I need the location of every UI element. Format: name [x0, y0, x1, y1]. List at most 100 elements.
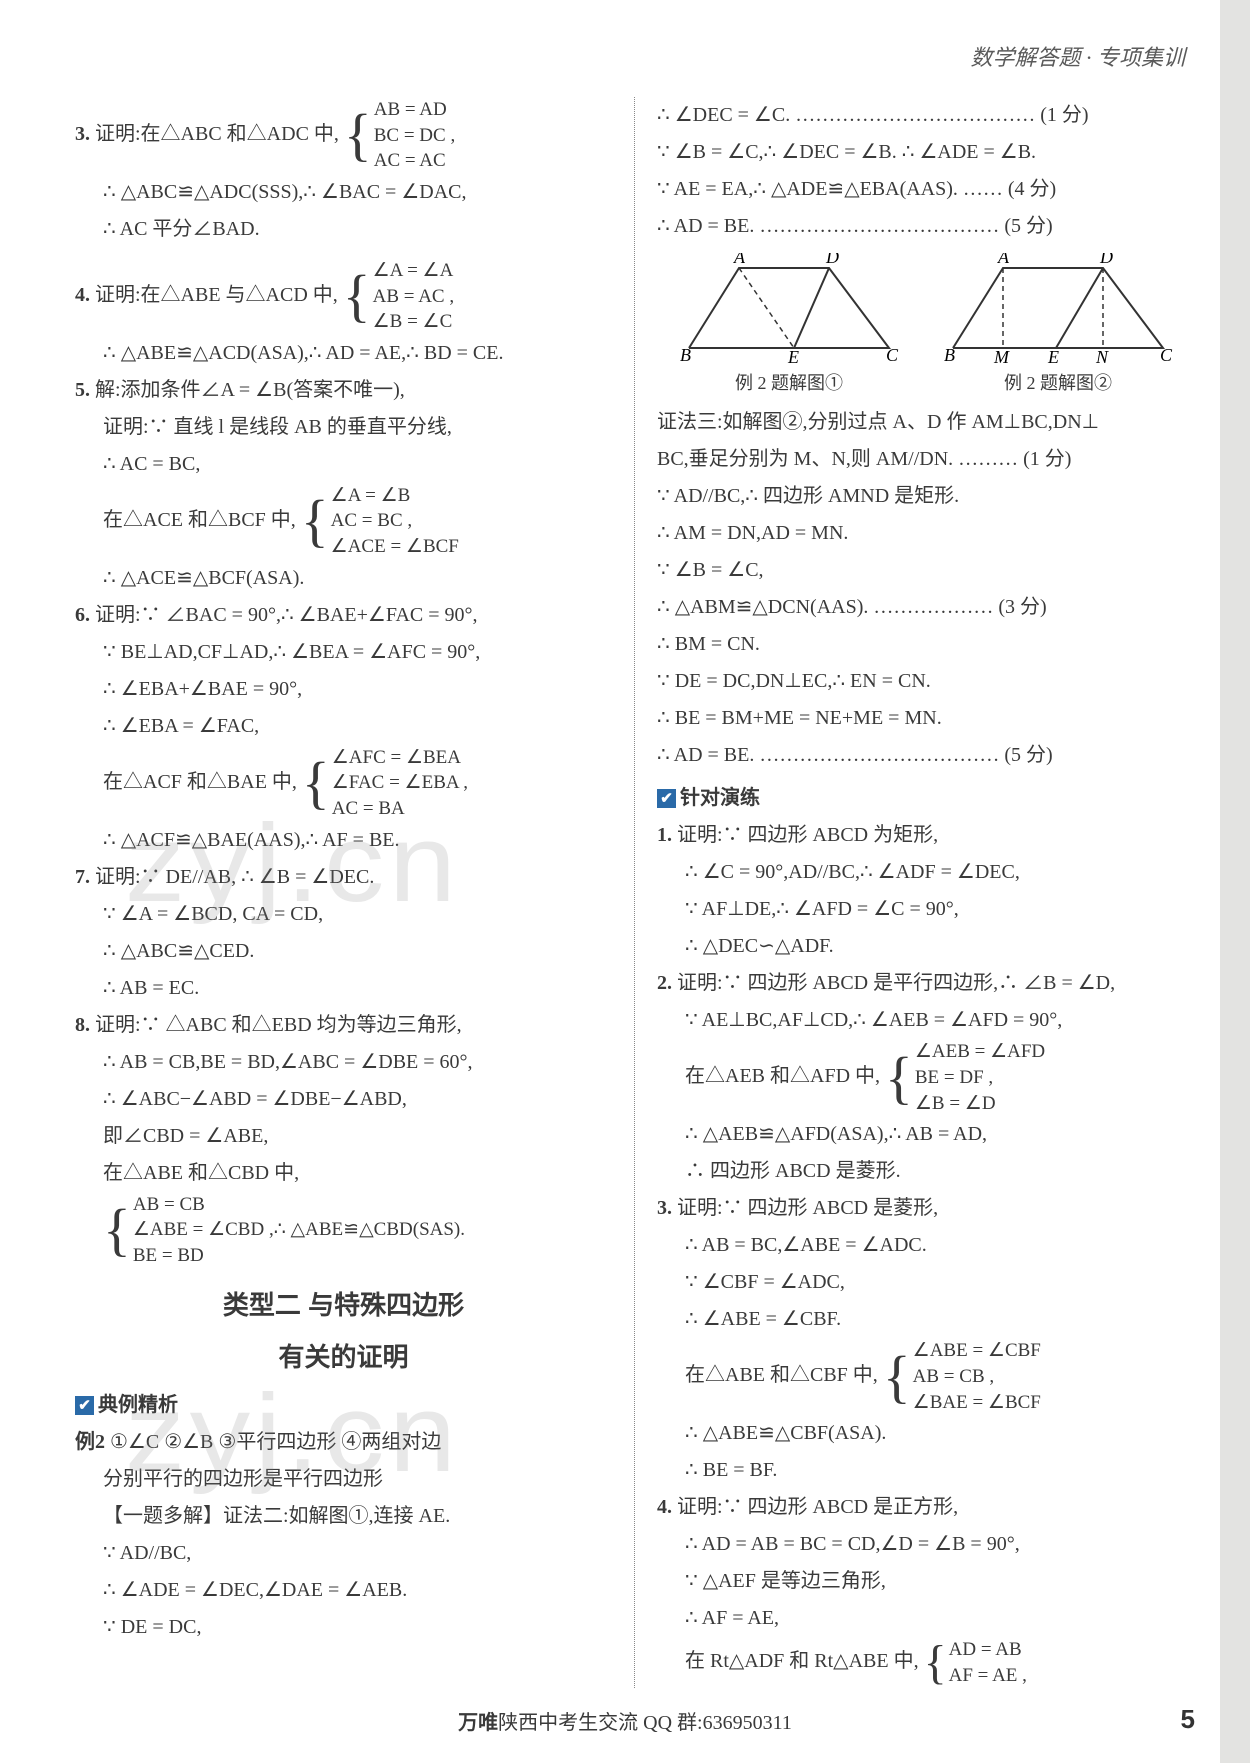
brace-group: { AB = AD BC = DC , AC = AC — [344, 97, 455, 174]
text: ∵ △AEF 是等边三角形, — [657, 1563, 1195, 1600]
figure-caption: 例 2 题解图① — [735, 373, 843, 393]
left-brace-icon: { — [302, 770, 330, 796]
footer-text: 陕西中考生交流 QQ 群:636950311 — [498, 1712, 792, 1734]
brace-item: ∠B = ∠D — [915, 1091, 1045, 1117]
brace-line: 在△ACE 和△BCF 中, { ∠A = ∠B AC = BC , ∠ACE … — [75, 483, 612, 560]
text: ∴ 四边形 ABCD 是菱形. — [657, 1153, 1195, 1190]
svg-text:A: A — [733, 253, 746, 267]
text: ∴ △AEB≌△AFD(ASA),∴ AB = AD, — [657, 1116, 1195, 1153]
text: ∵ ∠B = ∠C,∴ ∠DEC = ∠B. ∴ ∠ADE = ∠B. — [657, 134, 1195, 171]
brace-line: 在△ABE 和△CBF 中, { ∠ABE = ∠CBF AB = CB , ∠… — [657, 1338, 1195, 1415]
brace-item: AB = AC , — [373, 284, 454, 310]
problem-8: 8. 证明:∵ △ABC 和△EBD 均为等边三角形, — [75, 1007, 612, 1044]
figure-2: A D B M E N C 例 2 题解图② — [938, 253, 1178, 400]
subsection-heading: ✔针对演练 — [657, 780, 1195, 817]
text: ∴ △ACE≌△BCF(ASA). — [75, 560, 612, 597]
text: ∴ ∠EBA = ∠FAC, — [75, 708, 612, 745]
brace-item: ∠ACE = ∠BCF — [331, 534, 459, 560]
brace-line: 在△ACF 和△BAE 中, { ∠AFC = ∠BEA ∠FAC = ∠EBA… — [75, 745, 612, 822]
svg-text:D: D — [1099, 253, 1113, 267]
heading-text: 典例精析 — [98, 1394, 178, 1416]
text: 证明:∵ 四边形 ABCD 是菱形, — [677, 1197, 938, 1219]
brand-name: 万唯 — [458, 1712, 498, 1734]
problem-1: 1. 证明:∵ 四边形 ABCD 为矩形, — [657, 817, 1195, 854]
left-column: 3. 证明:在△ABC 和△ADC 中, { AB = AD BC = DC ,… — [75, 97, 635, 1688]
heading-text: 针对演练 — [680, 787, 760, 809]
text: ∴ △ABM≌△DCN(AAS). ……………… (3 分) — [657, 589, 1195, 626]
section-title: 类型二 与特殊四边形 — [75, 1281, 612, 1329]
left-brace-icon: { — [924, 1652, 947, 1674]
text: 分别平行的四边形是平行四边形 — [75, 1461, 612, 1498]
left-brace-icon: { — [885, 1065, 913, 1091]
left-brace-icon: { — [343, 283, 371, 309]
problem-number: 5. — [75, 379, 90, 401]
problem-number: 2. — [657, 972, 672, 994]
brace-item: BC = DC , — [374, 123, 455, 149]
brace-group: { AB = CB ∠ABE = ∠CBD ,∴ △ABE≌△CBD(SAS).… — [103, 1192, 465, 1269]
page-number: 5 — [1181, 1704, 1195, 1735]
svg-text:A: A — [997, 253, 1010, 267]
text: ∵ DE = DC,DN⊥EC,∴ EN = CN. — [657, 663, 1195, 700]
brace-item: AC = BA — [332, 796, 468, 822]
svg-text:E: E — [1047, 347, 1059, 363]
svg-text:B: B — [680, 345, 691, 363]
text: ∴ AB = EC. — [75, 970, 612, 1007]
page-footer: 万唯陕西中考生交流 QQ 群:636950311 — [0, 1706, 1250, 1735]
problem-number: 4. — [75, 284, 90, 306]
svg-text:C: C — [1160, 345, 1173, 363]
text: 证明:在△ABC 和△ADC 中, — [95, 123, 339, 145]
subsection-heading: ✔典例精析 — [75, 1387, 612, 1424]
text: 证明:∵ 四边形 ABCD 为矩形, — [677, 824, 938, 846]
problem-3r: 3. 证明:∵ 四边形 ABCD 是菱形, — [657, 1190, 1195, 1227]
figure-caption: 例 2 题解图② — [1004, 373, 1112, 393]
text: 证明:∵ DE//AB, ∴ ∠B = ∠DEC. — [95, 866, 374, 888]
text: ∴ △ABC≌△CED. — [75, 933, 612, 970]
right-column: ∴ ∠DEC = ∠C. ……………………………… (1 分) ∵ ∠B = ∠… — [635, 97, 1195, 1688]
text: ∴ ∠ABC−∠ABD = ∠DBE−∠ABD, — [75, 1081, 612, 1118]
brace-group: { AD = AB AF = AE , — [924, 1637, 1027, 1688]
brace-group: { ∠A = ∠B AC = BC , ∠ACE = ∠BCF — [301, 483, 459, 560]
svg-text:E: E — [787, 347, 799, 363]
brace-line: { AB = CB ∠ABE = ∠CBD ,∴ △ABE≌△CBD(SAS).… — [75, 1192, 612, 1269]
brace-item: AC = BC , — [331, 508, 459, 534]
brace-item: AC = AC — [374, 148, 455, 174]
problem-7: 7. 证明:∵ DE//AB, ∴ ∠B = ∠DEC. — [75, 859, 612, 896]
check-icon: ✔ — [75, 1396, 94, 1415]
problem-4r: 4. 证明:∵ 四边形 ABCD 是正方形, — [657, 1489, 1195, 1526]
text: 证明:∵ 四边形 ABCD 是平行四边形,∴ ∠B = ∠D, — [677, 972, 1115, 994]
text: ∴ AD = AB = BC = CD,∠D = ∠B = 90°, — [657, 1526, 1195, 1563]
text: ∵ ∠B = ∠C, — [657, 552, 1195, 589]
text: 【一题多解】证法二:如解图①,连接 AE. — [75, 1498, 612, 1535]
text: ∴ AB = CB,BE = BD,∠ABC = ∠DBE = 60°, — [75, 1044, 612, 1081]
trapezoid-diagram-icon: A D B M E N C — [938, 253, 1178, 363]
brace-group: { ∠ABE = ∠CBF AB = CB , ∠BAE = ∠BCF — [883, 1338, 1041, 1415]
svg-text:C: C — [886, 345, 899, 363]
brace-item: BE = DF , — [915, 1065, 1045, 1091]
brace-item: ∠A = ∠B — [331, 483, 459, 509]
text: 在△ACF 和△BAE 中, — [103, 771, 297, 793]
problem-4: 4. 证明:在△ABE 与△ACD 中, { ∠A = ∠A AB = AC ,… — [75, 258, 612, 335]
text: ∵ AD//BC,∴ 四边形 AMND 是矩形. — [657, 478, 1195, 515]
problem-number: 4. — [657, 1496, 672, 1518]
brace-item: ∠AFC = ∠BEA — [332, 745, 468, 771]
brace-item: ∠AEB = ∠AFD — [915, 1039, 1045, 1065]
text: ∴ AD = BE. ……………………………… (5 分) — [657, 208, 1195, 245]
problem-6: 6. 证明:∵ ∠BAC = 90°,∴ ∠BAE+∠FAC = 90°, — [75, 597, 612, 634]
brace-group: { ∠AEB = ∠AFD BE = DF , ∠B = ∠D — [885, 1039, 1045, 1116]
text: BC,垂足分别为 M、N,则 AM//DN. ……… (1 分) — [657, 441, 1195, 478]
text: ∴ ∠ABE = ∠CBF. — [657, 1301, 1195, 1338]
brace-item: ∠BAE = ∠BCF — [913, 1390, 1041, 1416]
brace-item: ∠B = ∠C — [373, 309, 454, 335]
brace-item: AB = CB — [133, 1192, 465, 1218]
section-title: 有关的证明 — [75, 1333, 612, 1381]
text: ∴ △ABE≌△CBF(ASA). — [657, 1415, 1195, 1452]
brace-item: AB = CB , — [913, 1364, 1041, 1390]
brace-item: ∠ABE = ∠CBF — [913, 1338, 1041, 1364]
text: ∴ △ABC≌△ADC(SSS),∴ ∠BAC = ∠DAC, — [75, 174, 612, 211]
text: 在△ABE 和△CBD 中, — [75, 1155, 612, 1192]
text: 证明:∵ 直线 l 是线段 AB 的垂直平分线, — [75, 409, 612, 446]
text: ∴ AC 平分∠BAD. — [75, 211, 612, 248]
text: 证明:∵ ∠BAC = 90°,∴ ∠BAE+∠FAC = 90°, — [95, 604, 478, 626]
example-number: 例2 — [75, 1431, 105, 1453]
svg-text:N: N — [1095, 347, 1109, 363]
